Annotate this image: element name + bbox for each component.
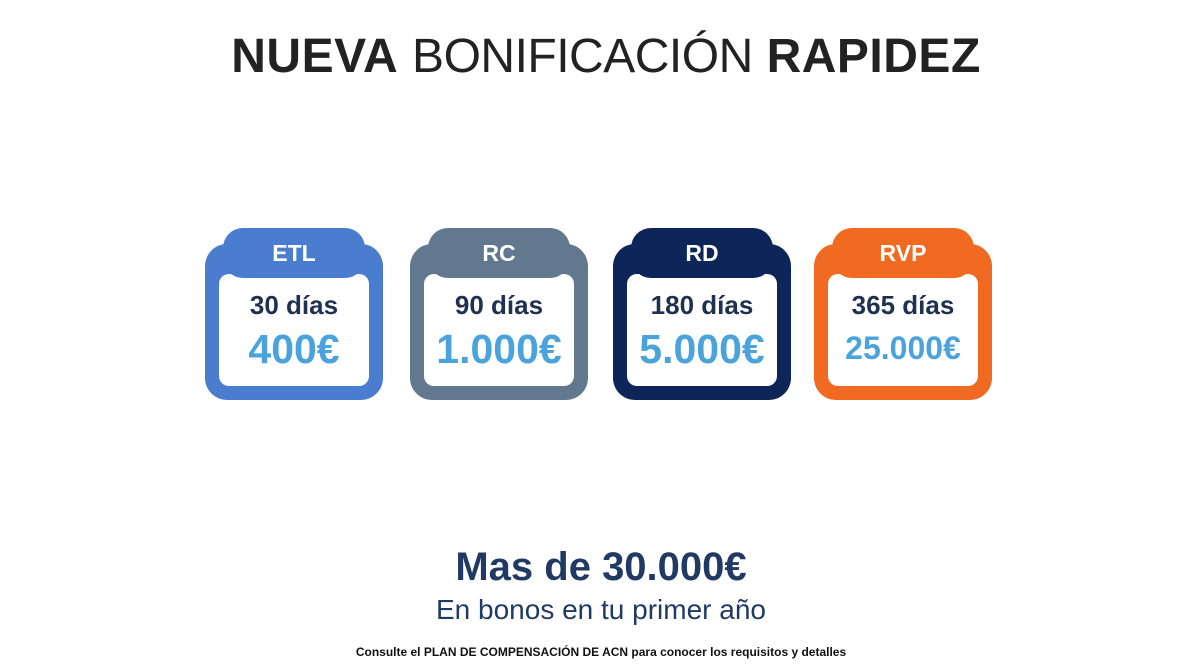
bonus-card-etl: ETL 30 días 400€ (205, 228, 383, 400)
summary-subline: En bonos en tu primer año (436, 594, 766, 625)
card-tab-label: RVP (832, 228, 974, 278)
card-tab-label: ETL (223, 228, 365, 278)
card-inner (828, 274, 978, 386)
card-inner (219, 274, 369, 386)
card-days: 90 días (454, 290, 544, 320)
card-inner (424, 274, 574, 386)
title-part-nueva: NUEVA (231, 30, 399, 83)
card-tab-label: RD (631, 228, 773, 278)
bonus-card-rd: RD 180 días 5.000€ (613, 228, 791, 400)
card-inner (627, 274, 777, 386)
card-amount: 5.000€ (639, 326, 765, 372)
card-amount: 1.000€ (436, 326, 562, 372)
title-part-bonificacion: BONIFICACIÓN (412, 30, 753, 83)
card-days: 30 días (249, 290, 339, 320)
bonus-card-rc: RC 90 días 1.000€ (410, 228, 588, 400)
bonus-card-rvp: RVP 365 días 25.000€ (814, 228, 992, 400)
card-tab-label: RC (428, 228, 570, 278)
summary-headline: Mas de 30.000€ (455, 545, 747, 589)
page-title: NUEVA BONIFICACIÓN RAPIDEZ (0, 28, 1202, 86)
footnote-disclaimer: Consulte el PLAN DE COMPENSACIÓN DE ACN … (355, 645, 847, 659)
card-amount: 25.000€ (845, 330, 961, 366)
card-amount: 400€ (248, 326, 340, 372)
card-days: 180 días (650, 290, 754, 320)
title-part-rapidez: RAPIDEZ (766, 30, 981, 83)
card-days: 365 días (851, 290, 955, 320)
